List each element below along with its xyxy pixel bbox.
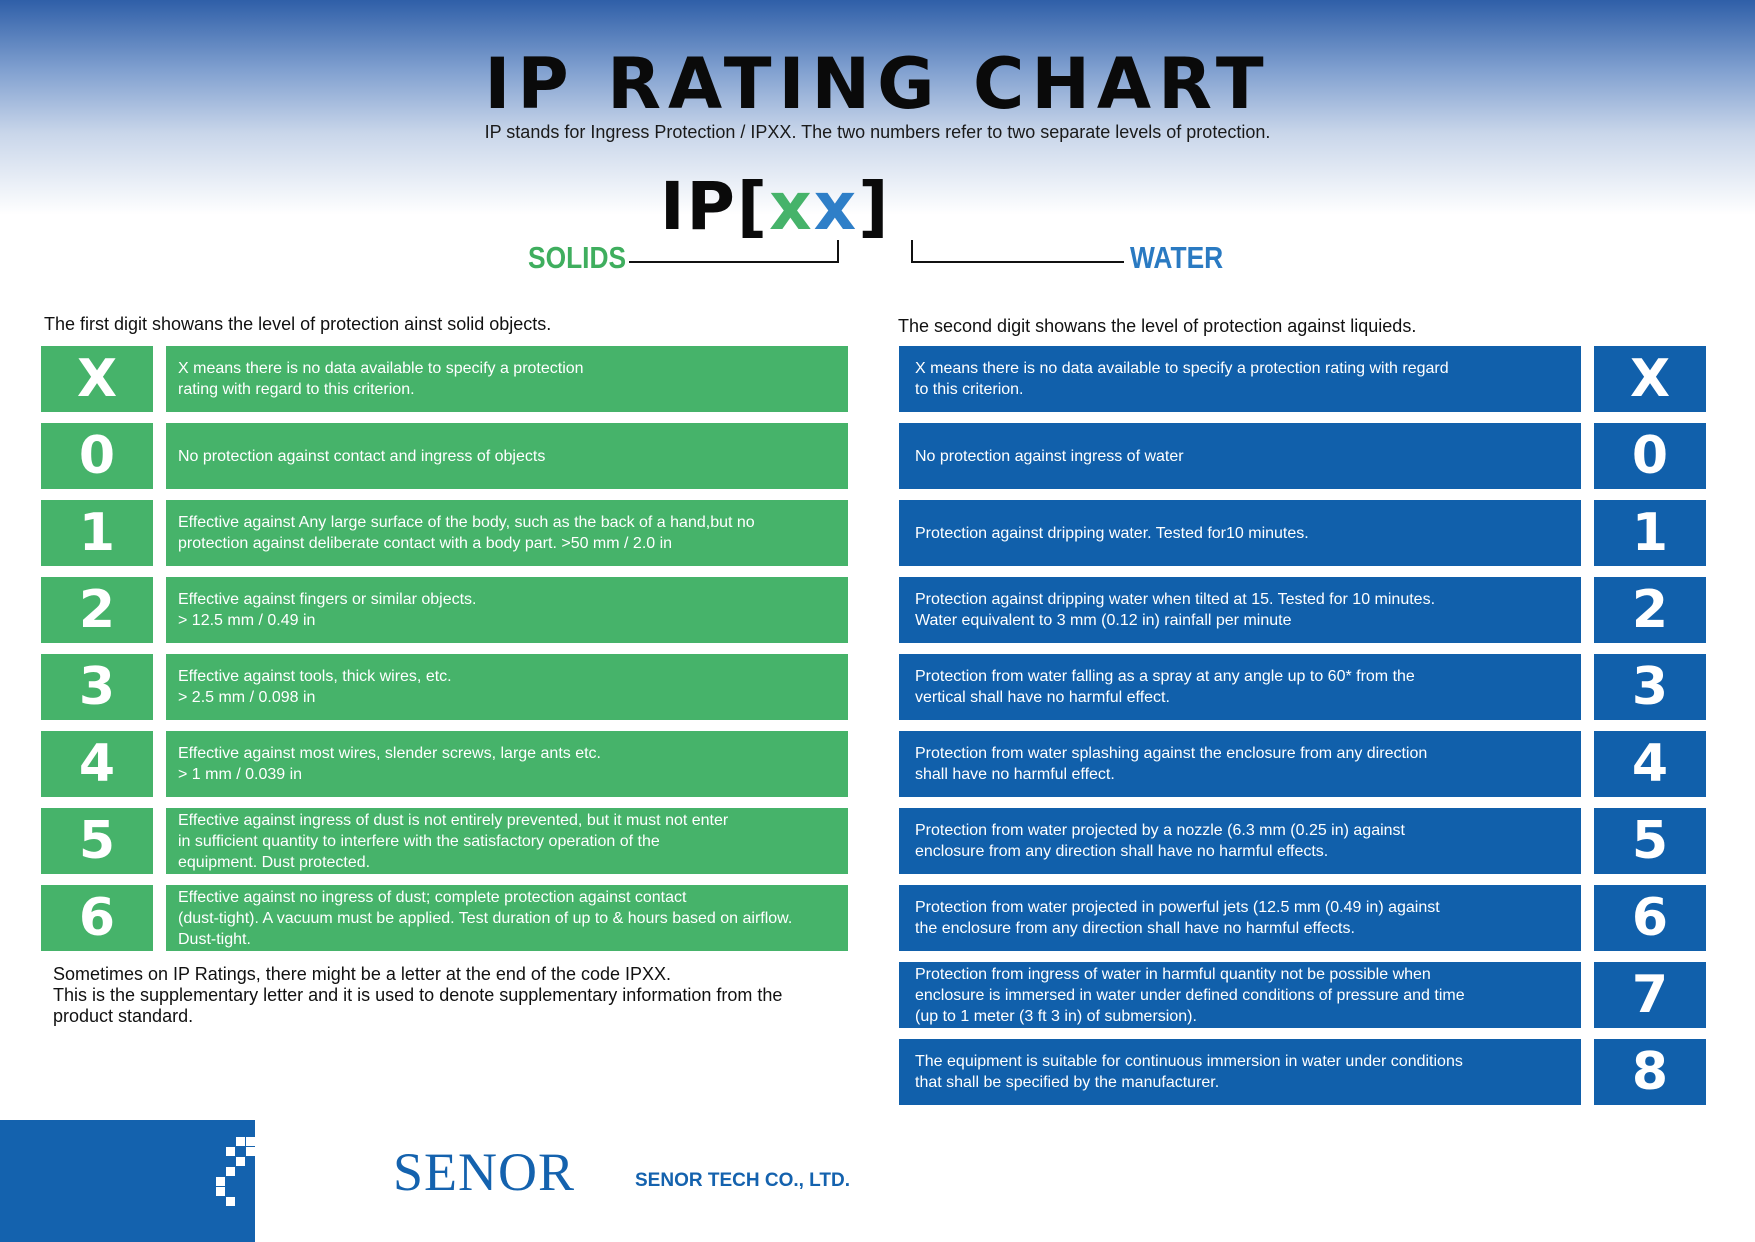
description-line: Effective against no ingress of dust; co… <box>178 888 687 906</box>
description-line: Effective against most wires, slender sc… <box>178 745 601 762</box>
page-subtitle: IP stands for Ingress Protection / IPXX.… <box>484 122 1271 142</box>
description-line: > 2.5 mm / 0.098 in <box>178 689 316 706</box>
water-connector-vertical <box>911 240 913 263</box>
solids-digit-6: 6 <box>41 885 153 951</box>
description-line: (up to 1 meter (3 ft 3 in) of submersion… <box>915 1007 1197 1025</box>
description-line: enclosure is immersed in water under def… <box>915 986 1465 1004</box>
solids-description-x: X means there is no data available to sp… <box>166 346 848 412</box>
description-line: Protection from water projected by a noz… <box>915 822 1405 839</box>
header-background <box>0 0 1755 215</box>
solids-description-0: No protection against contact and ingres… <box>166 423 848 489</box>
description-line: vertical shall have no harmful effect. <box>915 689 1170 706</box>
solids-digit-2: 2 <box>41 577 153 643</box>
solids-digit-4: 4 <box>41 731 153 797</box>
description-line: > 12.5 mm / 0.49 in <box>178 612 316 629</box>
description-line: X means there is no data available to sp… <box>915 360 1449 377</box>
solids-caption: The first digit showans the level of pro… <box>44 314 552 334</box>
description-line: Protection from ingress of water in harm… <box>915 965 1431 983</box>
water-digit-7: 7 <box>1594 962 1706 1028</box>
ip-code-first-digit: x <box>769 168 814 245</box>
page-title: IP RATING CHART <box>484 43 1271 125</box>
note-line: product standard. <box>53 1006 194 1026</box>
water-digit-x: X <box>1594 346 1706 412</box>
water-digit-6: 6 <box>1594 885 1706 951</box>
solids-digit-x: X <box>41 346 153 412</box>
solids-label: SOLIDS <box>528 240 627 275</box>
description-line: Effective against Any large surface of t… <box>178 514 755 531</box>
water-description-0: No protection against ingress of water <box>899 423 1581 489</box>
water-description-6: Protection from water projected in power… <box>899 885 1581 951</box>
note-line: Sometimes on IP Ratings, there might be … <box>53 964 672 984</box>
water-digit-3: 3 <box>1594 654 1706 720</box>
water-digit-8: 8 <box>1594 1039 1706 1105</box>
solids-connector-horizontal <box>629 261 839 263</box>
description-line: No protection against ingress of water <box>915 447 1184 465</box>
ip-code-prefix: IP[ <box>660 168 770 245</box>
water-digit-5: 5 <box>1594 808 1706 874</box>
description-line: Protection against dripping water. Teste… <box>915 524 1309 542</box>
water-description-2: Protection against dripping water when t… <box>899 577 1581 643</box>
water-description-3: Protection from water falling as a spray… <box>899 654 1581 720</box>
description-line: protection against deliberate contact wi… <box>178 535 673 552</box>
description-line: Protection from water splashing against … <box>915 745 1428 762</box>
description-line: Effective against ingress of dust is not… <box>178 811 729 829</box>
note-line: This is the supplementary letter and it … <box>53 985 783 1005</box>
water-digit-4: 4 <box>1594 731 1706 797</box>
water-digit-2: 2 <box>1594 577 1706 643</box>
water-digit-1: 1 <box>1594 500 1706 566</box>
description-line: (dust-tight). A vacuum must be applied. … <box>178 909 793 927</box>
water-label: WATER <box>1130 240 1224 275</box>
solids-description-4: Effective against most wires, slender sc… <box>166 731 848 797</box>
solids-description-5: Effective against ingress of dust is not… <box>166 808 848 874</box>
description-line: that shall be specified by the manufactu… <box>915 1074 1220 1091</box>
description-line: > 1 mm / 0.039 in <box>178 766 303 783</box>
supplementary-note: Sometimes on IP Ratings, there might be … <box>53 964 853 1027</box>
solids-description-6: Effective against no ingress of dust; co… <box>166 885 848 951</box>
description-line: Protection from water falling as a spray… <box>915 668 1415 685</box>
ip-code-second-digit: x <box>813 168 859 245</box>
description-line: Protection from water projected in power… <box>915 899 1440 916</box>
description-line: Water equivalent to 3 mm (0.12 in) rainf… <box>915 612 1292 629</box>
solids-description-1: Effective against Any large surface of t… <box>166 500 848 566</box>
water-connector-horizontal <box>911 261 1124 263</box>
water-caption: The second digit showans the level of pr… <box>898 316 1417 336</box>
description-line: Dust-tight. <box>178 930 251 948</box>
description-line: shall have no harmful effect. <box>915 766 1115 783</box>
description-line: the enclosure from any direction shall h… <box>915 920 1355 937</box>
description-line: enclosure from any direction shall have … <box>915 843 1329 860</box>
water-description-1: Protection against dripping water. Teste… <box>899 500 1581 566</box>
description-line: Protection against dripping water when t… <box>915 591 1436 608</box>
description-line: equipment. Dust protected. <box>178 853 371 871</box>
company-name: SENOR TECH CO., LTD. <box>635 1170 850 1191</box>
ip-code-graphic: IP[xx] <box>660 172 980 242</box>
solids-digit-3: 3 <box>41 654 153 720</box>
solids-description-2: Effective against fingers or similar obj… <box>166 577 848 643</box>
footer-logo-block <box>0 1120 285 1242</box>
solids-digit-5: 5 <box>41 808 153 874</box>
description-line: Effective against tools, thick wires, et… <box>178 668 452 685</box>
solids-digit-0: 0 <box>41 423 153 489</box>
description-line: No protection against contact and ingres… <box>178 447 546 465</box>
description-line: in sufficient quantity to interfere with… <box>178 832 660 850</box>
description-line: rating with regard to this criterion. <box>178 381 415 398</box>
water-description-7: Protection from ingress of water in harm… <box>899 962 1581 1028</box>
description-line: X means there is no data available to sp… <box>178 360 584 377</box>
description-line: Effective against fingers or similar obj… <box>178 591 477 608</box>
description-line: to this criterion. <box>915 381 1024 398</box>
water-description-x: X means there is no data available to sp… <box>899 346 1581 412</box>
water-description-5: Protection from water projected by a noz… <box>899 808 1581 874</box>
solids-digit-1: 1 <box>41 500 153 566</box>
water-description-4: Protection from water splashing against … <box>899 731 1581 797</box>
ip-code-suffix: ] <box>858 168 891 245</box>
senor-logo: SENOR <box>393 1142 576 1202</box>
solids-description-3: Effective against tools, thick wires, et… <box>166 654 848 720</box>
water-description-8: The equipment is suitable for continuous… <box>899 1039 1581 1105</box>
description-line: The equipment is suitable for continuous… <box>915 1053 1463 1070</box>
water-digit-0: 0 <box>1594 423 1706 489</box>
solids-connector-vertical <box>837 240 839 263</box>
